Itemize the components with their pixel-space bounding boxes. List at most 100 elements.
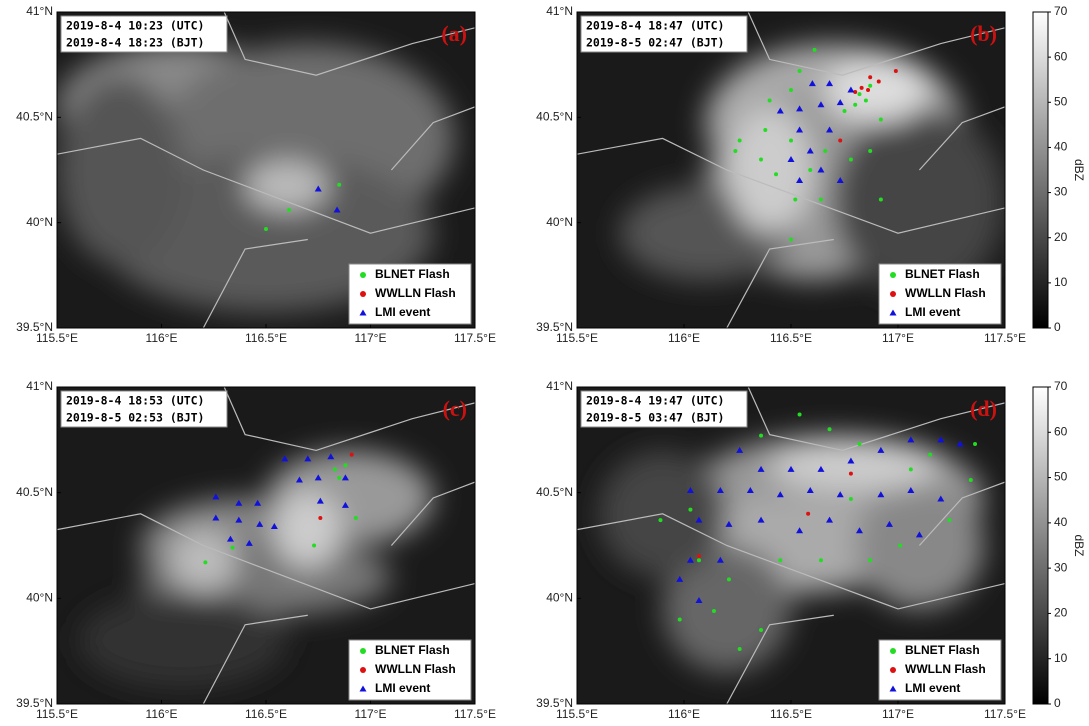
echo — [825, 59, 928, 122]
flash-marker — [774, 172, 778, 176]
x-tick-label: 116°E — [146, 707, 178, 721]
flash-marker — [264, 227, 268, 231]
colorbar-tick-label: 50 — [1054, 470, 1068, 484]
flash-marker — [789, 88, 793, 92]
flash-marker — [868, 149, 872, 153]
flash-marker — [789, 238, 793, 242]
legend-label: LMI event — [905, 305, 960, 319]
timestamp: 2019-8-5 03:47 (BJT) — [586, 411, 724, 425]
x-tick-label: 117°E — [355, 331, 387, 345]
panel: 115.5°E116°E116.5°E117°E117.5°E39.5°N40°… — [536, 4, 1086, 345]
flash-marker — [838, 139, 842, 143]
flash-marker — [312, 544, 316, 548]
flash-marker — [864, 98, 868, 102]
flash-marker — [849, 497, 853, 501]
colorbar-tick-label: 30 — [1054, 185, 1068, 199]
flash-marker — [849, 472, 853, 476]
flash-marker — [712, 609, 716, 613]
flash-marker — [879, 117, 883, 121]
echo — [274, 492, 341, 568]
legend: BLNET FlashWWLLN FlashLMI event — [349, 640, 471, 700]
y-tick-label: 41°N — [26, 4, 53, 18]
x-tick-label: 117.5°E — [454, 331, 496, 345]
y-tick-label: 39.5°N — [536, 696, 573, 710]
y-tick-label: 39.5°N — [16, 696, 53, 710]
echo — [170, 530, 237, 593]
y-tick-label: 39.5°N — [16, 320, 53, 334]
colorbar-tick-label: 60 — [1054, 424, 1068, 438]
flash-marker — [894, 69, 898, 73]
panel: 115.5°E116°E116.5°E117°E117.5°E39.5°N40°… — [16, 4, 496, 345]
timestamp: 2019-8-4 18:47 (UTC) — [586, 19, 724, 33]
flash-marker — [343, 463, 347, 467]
x-tick-label: 116°E — [668, 707, 700, 721]
legend-label: LMI event — [375, 681, 430, 695]
flash-marker — [333, 467, 337, 471]
x-tick-label: 116.5°E — [245, 707, 287, 721]
flash-marker — [798, 412, 802, 416]
flash-marker — [798, 69, 802, 73]
flash-marker — [727, 577, 731, 581]
y-tick-label: 39.5°N — [536, 320, 573, 334]
flash-marker — [868, 558, 872, 562]
y-tick-label: 40°N — [26, 591, 53, 605]
timestamp: 2019-8-4 19:47 (UTC) — [586, 394, 724, 408]
panel-label: (c) — [443, 396, 467, 421]
colorbar-tick-label: 0 — [1054, 320, 1061, 334]
legend-label: BLNET Flash — [905, 643, 980, 657]
flash-marker — [203, 560, 207, 564]
panel: 115.5°E116°E116.5°E117°E117.5°E39.5°N40°… — [536, 379, 1086, 721]
flash-marker — [860, 86, 864, 90]
flash-marker — [778, 558, 782, 562]
flash-marker — [973, 442, 977, 446]
flash-marker — [287, 208, 291, 212]
legend-label: WWLLN Flash — [375, 662, 456, 676]
flash-marker — [879, 197, 883, 201]
colorbar-tick-label: 10 — [1054, 651, 1068, 665]
y-tick-label: 41°N — [546, 379, 573, 393]
y-tick-label: 41°N — [26, 379, 53, 393]
flash-marker — [808, 168, 812, 172]
legend-label: LMI event — [375, 305, 430, 319]
flash-marker — [890, 667, 896, 673]
flash-marker — [849, 157, 853, 161]
colorbar — [1033, 387, 1048, 704]
flash-marker — [768, 98, 772, 102]
flash-marker — [868, 84, 872, 88]
flash-marker — [759, 157, 763, 161]
legend: BLNET FlashWWLLN FlashLMI event — [349, 264, 471, 324]
flash-marker — [759, 434, 763, 438]
flash-marker — [360, 272, 366, 278]
flash-marker — [890, 648, 896, 654]
flash-marker — [969, 478, 973, 482]
figure: 115.5°E116°E116.5°E117°E117.5°E39.5°N40°… — [0, 0, 1089, 726]
flash-marker — [909, 467, 913, 471]
flash-marker — [738, 647, 742, 651]
flash-marker — [857, 92, 861, 96]
echo — [78, 593, 287, 688]
flash-marker — [658, 518, 662, 522]
flash-marker — [318, 516, 322, 520]
flash-marker — [828, 427, 832, 431]
flash-marker — [354, 516, 358, 520]
flash-marker — [360, 291, 366, 297]
flash-marker — [898, 544, 902, 548]
legend-label: WWLLN Flash — [905, 286, 986, 300]
flash-marker — [868, 75, 872, 79]
timestamp: 2019-8-4 18:53 (UTC) — [66, 394, 204, 408]
x-tick-label: 117.5°E — [984, 331, 1026, 345]
x-tick-label: 116.5°E — [770, 707, 812, 721]
y-tick-label: 40.5°N — [536, 110, 573, 124]
colorbar-tick-label: 50 — [1054, 94, 1068, 108]
echo — [57, 75, 182, 265]
flash-marker — [789, 139, 793, 143]
colorbar-label: dBZ — [1072, 159, 1086, 181]
y-tick-label: 40.5°N — [16, 110, 53, 124]
timestamp: 2019-8-5 02:47 (BJT) — [586, 36, 724, 50]
timestamp: 2019-8-4 10:23 (UTC) — [66, 19, 204, 33]
flash-marker — [231, 546, 235, 550]
legend: BLNET FlashWWLLN FlashLMI event — [879, 264, 1001, 324]
colorbar-tick-label: 20 — [1054, 230, 1068, 244]
flash-marker — [890, 272, 896, 278]
y-tick-label: 40.5°N — [536, 485, 573, 499]
